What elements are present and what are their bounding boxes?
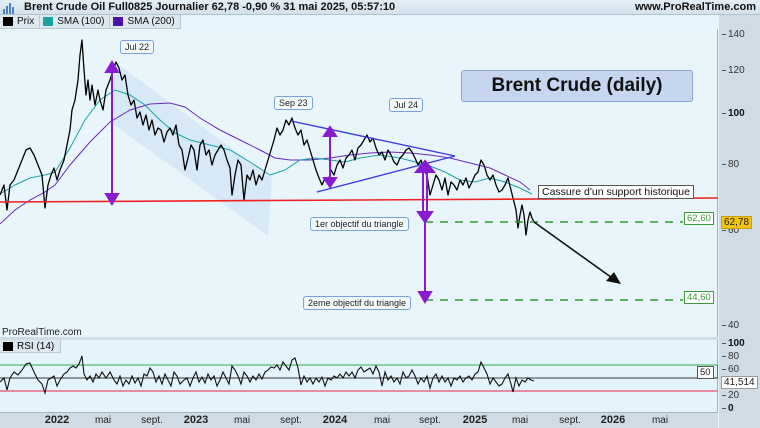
rsi-line bbox=[0, 355, 535, 396]
arrowhead-icon bbox=[606, 272, 621, 284]
triangle-upper bbox=[290, 120, 456, 157]
rsi-tick: 100 bbox=[722, 338, 745, 349]
legend-label: SMA (100) bbox=[57, 16, 105, 27]
level-first-target: 62,60 bbox=[684, 212, 714, 225]
chart-annotation-title: Brent Crude (daily) bbox=[461, 70, 693, 102]
legend: Prix SMA (100) SMA (200) bbox=[0, 15, 181, 29]
label-first-target: 1er objectif du triangle bbox=[310, 217, 409, 231]
instrument-title: Brent Crude Oil Full0825 Journalier 62,7… bbox=[24, 1, 396, 13]
x-tick: 2024 bbox=[322, 414, 348, 426]
x-tick: mai bbox=[94, 415, 112, 426]
pane-separator[interactable] bbox=[0, 337, 718, 340]
price-line bbox=[0, 39, 535, 236]
site-url[interactable]: www.ProRealTime.com bbox=[634, 1, 756, 13]
rsi-label: RSI (14) bbox=[17, 340, 55, 352]
sma100-line bbox=[0, 89, 533, 195]
price-chart-svg bbox=[0, 39, 718, 304]
x-tick: 2026 bbox=[600, 414, 626, 426]
support-break-label: Cassure d'un support historique bbox=[538, 185, 694, 199]
y-tick: 140 bbox=[722, 29, 745, 40]
legend-item-sma200[interactable]: SMA (200) bbox=[110, 15, 181, 29]
chart-header: Brent Crude Oil Full0825 Journalier 62,7… bbox=[0, 0, 760, 15]
legend-swatch-icon bbox=[113, 17, 124, 26]
y-tick: 120 bbox=[722, 65, 745, 76]
rsi-svg bbox=[0, 355, 718, 396]
legend-swatch-icon bbox=[3, 341, 13, 351]
legend-item-price[interactable]: Prix bbox=[0, 15, 41, 29]
current-price-tag: 62,78 bbox=[721, 216, 753, 229]
x-tick: sept. bbox=[419, 415, 441, 426]
x-tick: mai bbox=[233, 415, 251, 426]
x-tick: mai bbox=[373, 415, 391, 426]
projection-arrow bbox=[533, 221, 616, 281]
x-tick: sept. bbox=[141, 415, 163, 426]
x-tick: mai bbox=[511, 415, 529, 426]
x-tick: sept. bbox=[280, 415, 302, 426]
label-jul22: Jul 22 bbox=[120, 40, 155, 54]
legend-swatch-icon bbox=[3, 17, 13, 26]
y-tick: 60 bbox=[722, 225, 739, 236]
rsi-current-tag: 41,514 bbox=[721, 376, 758, 389]
rsi-tick: 80 bbox=[722, 351, 739, 362]
rsi-tick: 20 bbox=[722, 390, 739, 401]
label-sep23: Sep 23 bbox=[274, 96, 313, 110]
legend-swatch-icon bbox=[43, 17, 54, 26]
y-tick: 80 bbox=[722, 159, 739, 170]
label-second-target: 2eme objectif du triangle bbox=[303, 296, 412, 310]
time-axis[interactable]: 2022 mai sept. 2023 mai sept. 2024 mai s… bbox=[0, 412, 718, 428]
rsi-tick: 60 bbox=[722, 364, 739, 375]
rsi-level-marker: 50 bbox=[697, 366, 714, 379]
x-tick: mai bbox=[651, 415, 669, 426]
x-tick: 2023 bbox=[183, 414, 209, 426]
watermark: ProRealTime.com bbox=[2, 327, 82, 338]
level-second-target: 44,60 bbox=[684, 291, 714, 304]
x-tick: sept. bbox=[559, 415, 581, 426]
x-tick: 2022 bbox=[44, 414, 70, 426]
chart-type-icon bbox=[3, 1, 21, 14]
legend-item-sma100[interactable]: SMA (100) bbox=[40, 15, 111, 29]
rsi-legend[interactable]: RSI (14) bbox=[0, 340, 62, 353]
measure-arrows bbox=[104, 60, 437, 304]
label-jul24: Jul 24 bbox=[389, 98, 424, 112]
triangle-lower bbox=[316, 155, 456, 193]
x-tick: 2025 bbox=[462, 414, 488, 426]
y-tick: 40 bbox=[722, 320, 739, 331]
y-tick: 100 bbox=[722, 108, 745, 119]
legend-label: SMA (200) bbox=[127, 16, 175, 27]
rsi-tick: 0 bbox=[722, 403, 734, 414]
legend-label: Prix bbox=[17, 16, 35, 27]
price-axis[interactable]: 140 120 100 80 60 40 62,78 100 80 60 20 … bbox=[719, 15, 760, 428]
